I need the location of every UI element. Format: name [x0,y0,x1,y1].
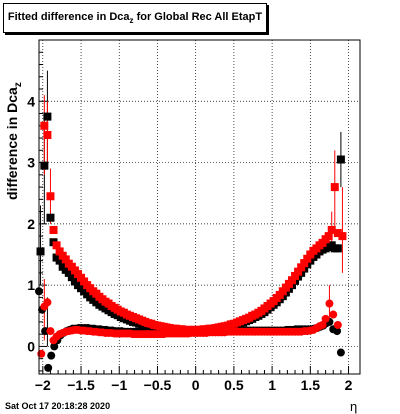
timestamp-footer: Sat Oct 17 20:18:28 2020 [5,401,111,411]
chart-title: Fitted difference in Dcaz for Global Rec… [8,11,262,25]
data-point-circle [47,351,56,360]
data-point-square [52,241,61,250]
data-point-circle [333,320,342,329]
data-point-square [297,263,306,272]
data-point-square [43,112,52,121]
x-tick-label: 1 [268,377,276,393]
data-point-square [61,255,70,264]
x-tick-label: 0.5 [224,377,244,393]
chart-title-tail: for Global Rec All EtapT [133,10,263,23]
data-point-square [55,256,64,265]
y-tick-label: 3 [27,155,35,171]
y-tick-label: 0 [27,338,35,354]
x-axis-label: η [350,399,358,414]
svg-text:difference in Dcaz: difference in Dcaz [4,82,21,200]
data-point-circle [321,314,330,323]
data-point-square [333,244,342,253]
data-point-square [43,130,52,139]
chart-title-sub: z [129,16,134,26]
chart-title-main: Fitted difference in Dca [7,10,130,23]
data-point-square [300,259,309,268]
data-point-square [338,232,347,241]
data-point-circle [325,299,334,308]
chart-title-box: Fitted difference in Dcaz for Global Rec… [3,3,267,33]
data-point-square [330,183,339,192]
data-point-square [336,155,345,164]
x-tick-label: 1.5 [301,377,321,393]
data-point-square [291,271,300,280]
data-point-circle [318,320,327,329]
data-point-circle [333,327,342,336]
data-point-square [36,247,45,256]
data-point-square [40,161,49,170]
y-axis-label-sub: z [13,82,21,87]
data-point-square [303,254,312,263]
data-point-circle [37,349,46,358]
y-tick-label: 1 [27,277,35,293]
y-axis-label: difference in Dcaz [4,82,21,200]
data-point-circle [43,298,52,307]
plot-frame [38,39,361,375]
data-point-square [49,225,58,234]
data-point-square [46,192,55,201]
data-point-square [67,273,76,282]
x-tick-label: −0.5 [144,377,172,393]
x-tick-label: 2 [345,377,353,393]
data-point-square [64,268,73,277]
y-tick-label: 2 [27,216,35,232]
data-point-square [55,247,64,256]
x-tick-label: −2 [35,377,51,393]
data-point-square [333,229,342,238]
data-point-circle [44,363,53,372]
data-point-square [327,225,336,234]
data-point-circle [50,342,59,351]
x-tick-label: −1 [111,377,127,393]
data-point-square [46,213,55,222]
data-point-circle [329,310,338,319]
data-point-square [40,121,49,130]
data-point-square [294,267,303,276]
x-tick-label: −1.5 [67,377,95,393]
data-point-circle [336,348,345,357]
plot-frame-bg [39,40,360,374]
y-tick-label: 4 [27,93,35,109]
data-point-square [324,232,333,241]
data-point-square [287,276,296,285]
y-axis-label-main: difference in Dca [4,87,20,200]
data-point-circle [46,327,55,336]
x-tick-label: 0 [192,377,200,393]
